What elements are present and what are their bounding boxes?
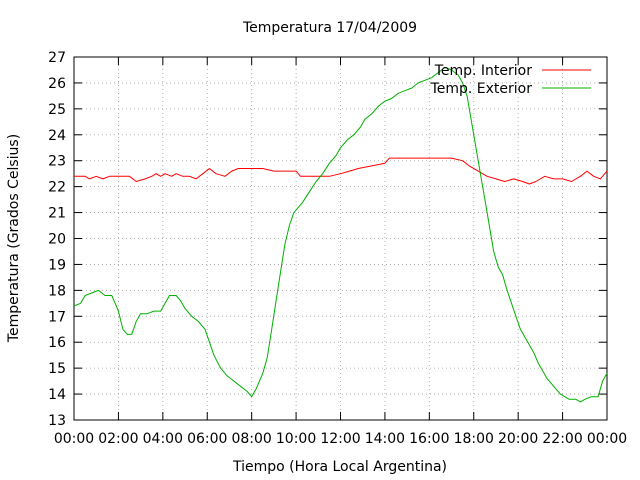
y-tick-label: 19 [48, 257, 66, 273]
x-tick-label: 18:00 [454, 431, 494, 447]
y-tick-label: 24 [48, 128, 66, 144]
x-tick-label: 08:00 [231, 431, 271, 447]
y-tick-label: 23 [48, 154, 66, 170]
y-tick-label: 21 [48, 206, 66, 222]
legend: Temp. Interior Temp. Exterior [430, 63, 591, 97]
legend-label-interior: Temp. Interior [434, 63, 533, 79]
x-tick-label: 16:00 [409, 431, 449, 447]
y-tick-label: 14 [48, 387, 66, 403]
y-tick-label: 16 [48, 335, 66, 351]
x-tick-label: 00:00 [54, 431, 94, 447]
y-tick-label: 15 [48, 361, 66, 377]
x-tick-label: 22:00 [542, 431, 582, 447]
y-tick-label: 20 [48, 232, 66, 248]
legend-label-exterior: Temp. Exterior [430, 81, 533, 97]
series-line-exterior [73, 66, 608, 403]
x-tick-label: 12:00 [320, 431, 360, 447]
grid-lines [74, 57, 607, 420]
y-tick-label: 18 [48, 283, 66, 299]
x-axis-label: Tiempo (Hora Local Argentina) [232, 459, 447, 475]
x-tick-label: 10:00 [276, 431, 316, 447]
y-tick-label: 26 [48, 76, 66, 92]
x-tick-label: 14:00 [365, 431, 405, 447]
x-tick-label: 04:00 [143, 431, 183, 447]
x-tick-label: 00:00 [587, 431, 627, 447]
y-tick-label: 17 [48, 309, 66, 325]
x-tick-label: 20:00 [498, 431, 538, 447]
y-tick-label: 25 [48, 102, 66, 118]
series-lines [73, 66, 608, 403]
x-tick-label: 02:00 [98, 431, 138, 447]
chart-title: Temperatura 17/04/2009 [242, 20, 417, 36]
y-tick-label: 13 [48, 413, 66, 429]
y-tick-label: 22 [48, 180, 66, 196]
y-axis-label: Temperatura (Grados Celsius) [6, 134, 22, 343]
y-tick-label: 27 [48, 50, 66, 66]
series-line-interior [74, 157, 608, 185]
x-tick-label: 06:00 [187, 431, 227, 447]
